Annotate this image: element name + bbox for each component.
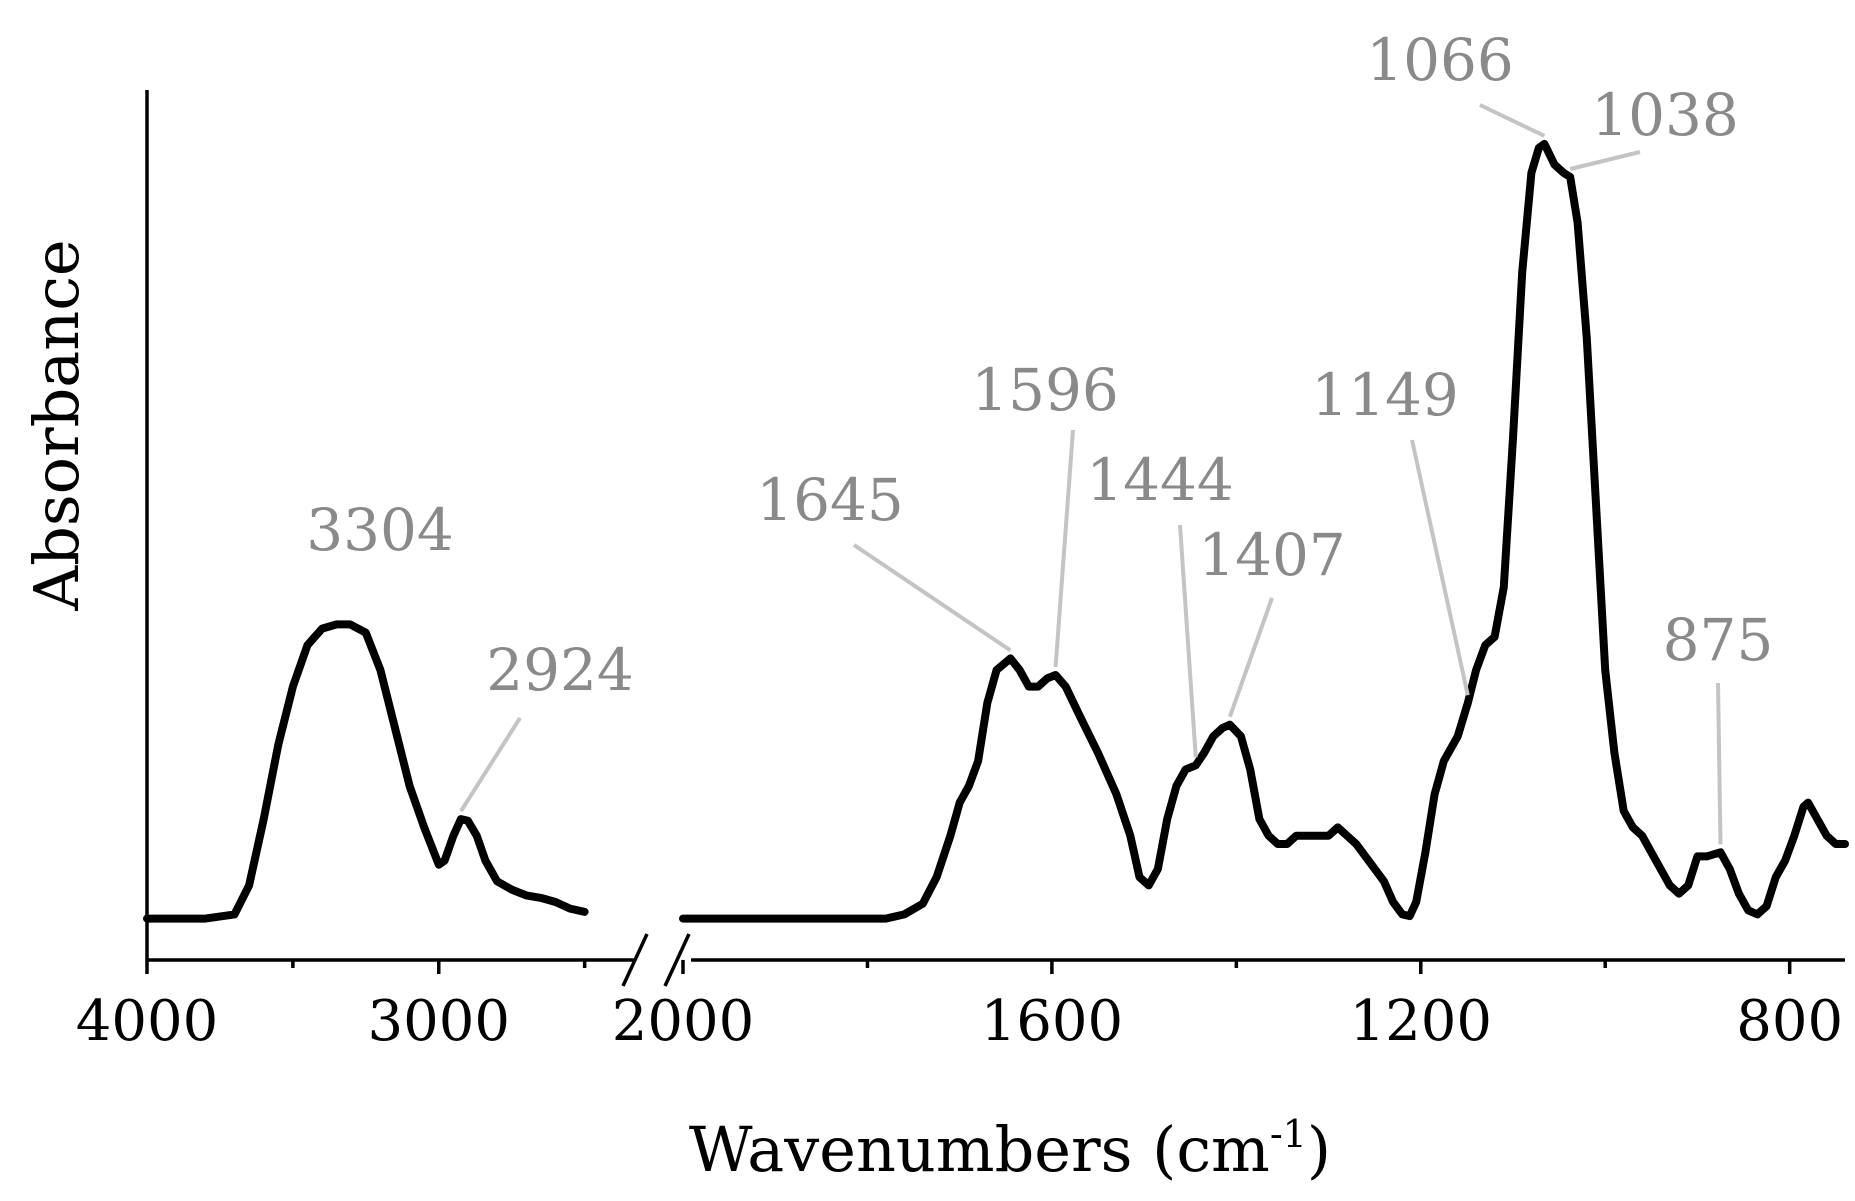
break-slash-right xyxy=(663,933,691,987)
peak-leader-line xyxy=(1178,524,1198,758)
x-axis-title: Wavenumbers (cm-1) xyxy=(689,1112,1331,1186)
x-axis-title-close: ) xyxy=(1307,1113,1331,1186)
peak-label: 1596 xyxy=(971,356,1119,424)
peak-leader-line xyxy=(1716,682,1723,845)
peak-label: 1038 xyxy=(1591,81,1739,149)
y-axis-title: Absorbance xyxy=(20,239,93,611)
x-axis-ticks: 4000 3000 2000 1600 1200 800 xyxy=(76,960,1843,1054)
peak-label: 1149 xyxy=(1311,361,1459,429)
x-tick-label: 2000 xyxy=(612,989,755,1054)
peak-leader-line xyxy=(1410,439,1470,696)
x-tick-label: 800 xyxy=(1736,989,1843,1054)
peak-leader-line xyxy=(852,543,1012,653)
x-tick-label: 1200 xyxy=(1350,989,1493,1054)
peak-leader-line xyxy=(1227,597,1274,718)
spectrum-line-segment-2 xyxy=(679,139,1849,923)
x-tick-label: 4000 xyxy=(76,989,219,1054)
peak-leader-line xyxy=(459,716,522,813)
x-tick-label: 1600 xyxy=(981,989,1124,1054)
peak-label: 3304 xyxy=(306,496,454,564)
peak-leader-line xyxy=(1479,103,1546,138)
break-slash-left xyxy=(621,933,649,987)
x-tick-label: 3000 xyxy=(368,989,511,1054)
spectrum-series xyxy=(143,139,1849,923)
x-axis-title-text: Wavenumbers (cm xyxy=(689,1113,1270,1186)
x-axis-title-superscript: -1 xyxy=(1270,1112,1307,1156)
spectrum-line-segment-1 xyxy=(143,620,589,923)
peak-leader-line xyxy=(1053,429,1075,668)
peak-label: 1645 xyxy=(756,466,904,534)
axes: 4000 3000 2000 1600 1200 800 xyxy=(76,90,1845,1054)
peak-label: 1444 xyxy=(1086,446,1234,514)
peak-leader-line xyxy=(1569,150,1641,171)
peak-label: 1407 xyxy=(1198,521,1346,589)
peak-label: 875 xyxy=(1663,606,1774,674)
axis-break-mark xyxy=(621,933,691,987)
peak-annotations: 3304 2924 1645 1596 1444 1407 1149 1066 1038 875 xyxy=(306,26,1774,845)
peak-label: 1066 xyxy=(1366,26,1514,94)
peak-label: 2924 xyxy=(486,636,634,704)
